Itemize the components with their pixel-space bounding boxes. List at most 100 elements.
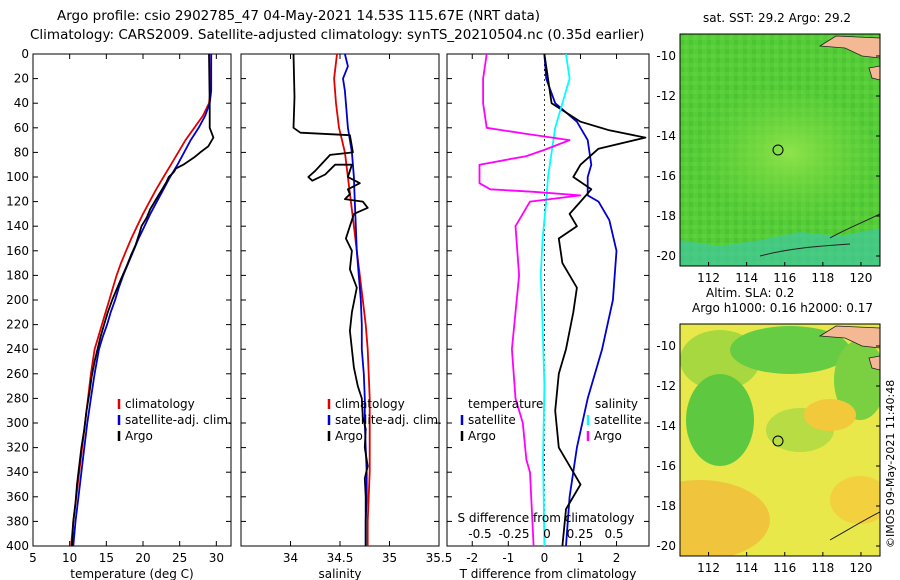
x-tick-label: 34.5	[327, 551, 354, 565]
x-tick-label: 2	[613, 551, 621, 565]
series-argo	[71, 54, 215, 546]
sst-depth-contour-2	[759, 243, 851, 257]
legend-entry: Argo	[335, 429, 363, 443]
series-t-argo	[543, 54, 647, 546]
x-tick-label: 1	[577, 551, 585, 565]
map-x-tick-label: 112	[697, 271, 720, 285]
sla-patch	[834, 340, 880, 420]
map-x-tick-label: 120	[849, 561, 872, 575]
sla-map-axes: 112 114 116 118 120 -10 -12 -14 -16 -18 -20	[656, 339, 880, 575]
series-climatology	[333, 54, 371, 546]
series-satellite-adj-clim-	[72, 54, 213, 546]
map-y-tick-label: -12	[656, 379, 676, 393]
x-tick-label: 20	[135, 551, 150, 565]
depth-tick-label: 100	[6, 170, 29, 184]
depth-tick-label: 340	[6, 465, 29, 479]
map-y-tick-label: -16	[656, 459, 676, 473]
depth-tick-label: 240	[6, 342, 29, 356]
series-argo	[292, 54, 369, 546]
legend-entry: satellite-adj. clim.	[125, 413, 232, 427]
temperature-frame	[32, 53, 232, 547]
legend-entry: satellite-adj. clim.	[335, 413, 442, 427]
x-tick-label: 35.5	[426, 551, 453, 565]
x-tick-label: 25	[172, 551, 187, 565]
map-y-tick-label: -14	[656, 129, 676, 143]
x-tick-label: 34	[283, 551, 298, 565]
x-axis-label: T difference from climatology	[459, 567, 637, 580]
map-x-tick-label: 116	[773, 561, 796, 575]
map-y-tick-label: -14	[656, 419, 676, 433]
salinity-panel: 34 34.5 35 35.5 salinity climatology satellite…	[240, 53, 453, 580]
sst-map-title: sat. SST: 29.2 Argo: 29.2	[703, 11, 851, 25]
difference-panel: -2 -1 0 1 2 T difference from climatology temp…	[446, 53, 650, 580]
sla-patch	[730, 326, 850, 374]
depth-tick-label: 360	[6, 490, 29, 504]
map-x-tick-label: 120	[849, 271, 872, 285]
map-y-tick-label: -10	[656, 339, 676, 353]
x-axis-label: salinity	[318, 567, 361, 580]
legend-entry: Argo	[594, 429, 622, 443]
map-y-tick-label: -18	[656, 499, 676, 513]
sst-map: sat. SST: 29.2 Argo: 29.2 112 114 116 118 12…	[656, 11, 881, 285]
map-x-tick-label: 116	[773, 271, 796, 285]
header-line-2: Climatology: CARS2009. Satellite-adjuste…	[30, 27, 644, 43]
temperature-panel: 0 20 40 60 80 100 120 140 160 180 200 220 240 260 280 3…	[6, 47, 232, 580]
s-diff-tick-label: 0.25	[567, 527, 594, 541]
sla-land-island-2	[868, 355, 880, 371]
depth-tick-label: 0	[21, 47, 29, 61]
depth-tick-label: 300	[6, 416, 29, 430]
map-x-tick-label: 114	[735, 271, 758, 285]
x-tick-label: 10	[62, 551, 77, 565]
depth-tick-label: 180	[6, 268, 29, 282]
sla-depth-contour	[829, 511, 880, 541]
depth-tick-label: 140	[6, 219, 29, 233]
legend-entry: climatology	[335, 397, 405, 411]
sst-land-island-2	[868, 65, 880, 81]
map-y-tick-label: -16	[656, 169, 676, 183]
sst-warm-patch	[685, 90, 875, 230]
sla-patch	[686, 374, 754, 466]
s-diff-tick-label: 0	[543, 527, 551, 541]
map-y-tick-label: -18	[656, 209, 676, 223]
x-tick-label: 0	[541, 551, 549, 565]
sst-map-frame	[679, 33, 881, 267]
depth-tick-label: 320	[6, 441, 29, 455]
argo-position-marker	[772, 144, 784, 156]
map-y-tick-label: -10	[656, 49, 676, 63]
sst-depth-contour	[829, 213, 880, 239]
legend-entry: satellite	[468, 413, 516, 427]
depth-tick-label: 120	[6, 195, 29, 209]
series-s-satellite	[539, 54, 571, 546]
salinity-frame	[240, 53, 440, 547]
series-group	[478, 54, 647, 546]
sla-high-patch	[680, 480, 770, 556]
s-diff-tick-label: 0.5	[604, 527, 623, 541]
sla-map-frame	[679, 323, 881, 557]
series-climatology	[70, 54, 213, 546]
x-tick-label: 35	[382, 551, 397, 565]
depth-tick-label: 20	[14, 72, 29, 86]
depth-tick-label: 400	[6, 539, 29, 553]
map-y-tick-label: -20	[656, 249, 676, 263]
map-x-tick-label: 112	[697, 561, 720, 575]
map-x-tick-label: 114	[735, 561, 758, 575]
depth-tick-label: 160	[6, 244, 29, 258]
depth-tick-label: 80	[14, 145, 29, 159]
x-tick-label: 15	[99, 551, 114, 565]
depth-tick-label: 200	[6, 293, 29, 307]
depth-tick-label: 40	[14, 96, 29, 110]
s-diff-axis-label: S difference from climatology	[458, 511, 635, 525]
legend-entry: climatology	[125, 397, 195, 411]
legend-title-temperature: temperature	[468, 397, 543, 411]
x-tick-label: 30	[209, 551, 224, 565]
series-group	[70, 54, 215, 546]
sla-high-patch	[804, 399, 856, 431]
depth-tick-label: 260	[6, 367, 29, 381]
map-y-tick-label: -12	[656, 89, 676, 103]
legend-entry: satellite	[594, 413, 642, 427]
depth-tick-label: 60	[14, 121, 29, 135]
legend-title-salinity: salinity	[595, 397, 638, 411]
sst-map-axes: 112 114 116 118 120 -10 -12 -14 -16 -18 -20	[656, 49, 880, 285]
map-y-tick-label: -20	[656, 539, 676, 553]
